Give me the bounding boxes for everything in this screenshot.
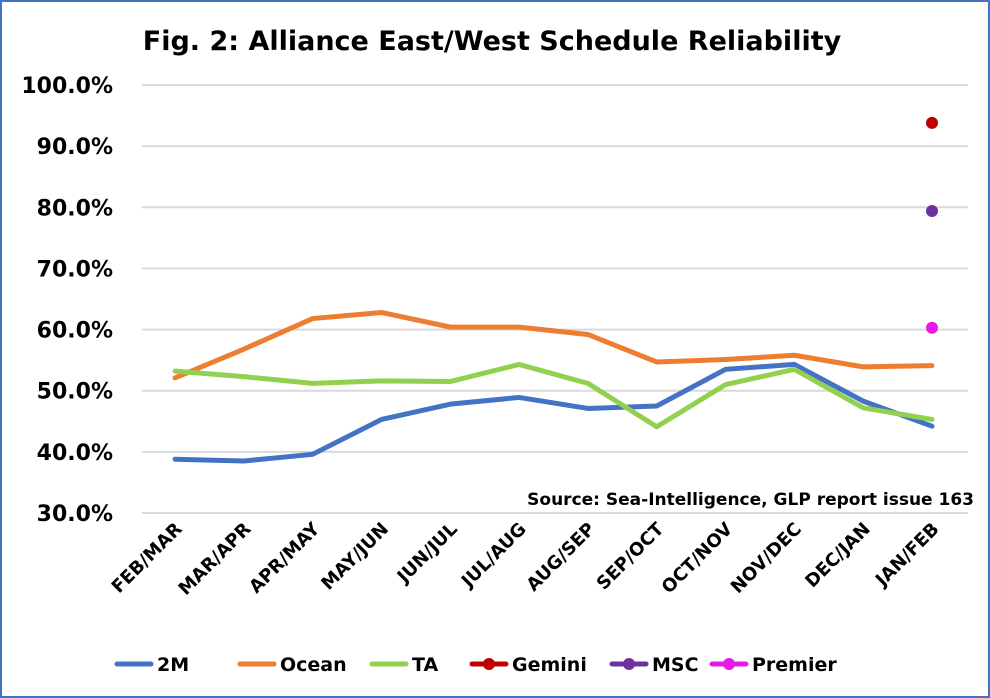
legend-label: MSC — [652, 654, 699, 676]
x-tick-label: APR/MAY — [245, 518, 325, 598]
y-tick-label: 60.0% — [37, 319, 113, 344]
series-line-ta — [172, 361, 935, 430]
y-tick-label: 90.0% — [37, 135, 113, 160]
y-tick-label: 30.0% — [37, 502, 113, 527]
x-tick-label: JAN/FEB — [870, 519, 943, 592]
data-point-premier — [926, 321, 938, 334]
y-tick-label: 50.0% — [37, 380, 113, 405]
x-tick-label: NOV/DEC — [727, 519, 806, 598]
chart-title: Fig. 2: Alliance East/West Schedule Reli… — [143, 26, 842, 57]
y-tick-label: 100.0% — [21, 74, 113, 99]
x-tick-label: OCT/NOV — [658, 519, 737, 598]
legend-item-msc: MSC — [609, 654, 699, 676]
data-point-msc — [926, 204, 938, 217]
legend-marker — [623, 658, 635, 670]
legend-item-ocean: Ocean — [237, 654, 347, 676]
legend-item-premier: Premier — [709, 654, 837, 676]
x-tick-label: JUN/JUL — [392, 519, 462, 589]
legend-label: Gemini — [512, 654, 587, 676]
source-annotation: Source: Sea-Intelligence, GLP report iss… — [527, 490, 974, 510]
legend-item-ta: TA — [369, 654, 438, 676]
y-tick-label: 70.0% — [37, 257, 113, 282]
y-tick-label: 40.0% — [37, 441, 113, 466]
series-line-2m — [172, 361, 935, 464]
legend-item-2m: 2M — [114, 654, 189, 676]
legend-label: Ocean — [280, 654, 347, 676]
legend-marker — [483, 658, 495, 670]
series-line-ocean — [172, 309, 935, 381]
legend-item-gemini: Gemini — [469, 654, 587, 676]
x-tick-label: MAY/JUN — [317, 519, 393, 595]
legend-label: 2M — [157, 654, 189, 676]
y-tick-label: 80.0% — [37, 196, 113, 221]
legend-label: Premier — [752, 654, 837, 676]
x-tick-label: DEC/JAN — [801, 519, 874, 592]
x-tick-label: JUL/AUG — [456, 519, 530, 593]
legend-label: TA — [412, 654, 438, 676]
data-point-gemini — [926, 116, 938, 129]
x-tick-label: AUG/SEP — [523, 519, 600, 596]
x-tick-label: MAR/APR — [175, 519, 256, 600]
legend-marker — [723, 658, 735, 670]
